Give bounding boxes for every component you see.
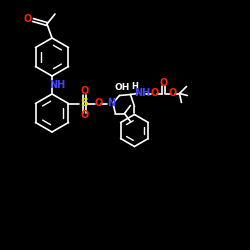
Text: H: H: [131, 82, 138, 91]
Text: OH: OH: [115, 83, 130, 92]
Text: O: O: [80, 86, 88, 97]
Text: O: O: [24, 14, 32, 24]
Text: O: O: [159, 78, 168, 88]
Text: N: N: [108, 98, 116, 108]
Text: S: S: [80, 98, 88, 108]
Text: NH: NH: [49, 80, 65, 90]
Text: O: O: [80, 110, 88, 120]
Text: O: O: [94, 98, 102, 108]
Text: O: O: [168, 88, 176, 99]
Text: O: O: [150, 88, 158, 99]
Text: NH: NH: [134, 88, 150, 99]
